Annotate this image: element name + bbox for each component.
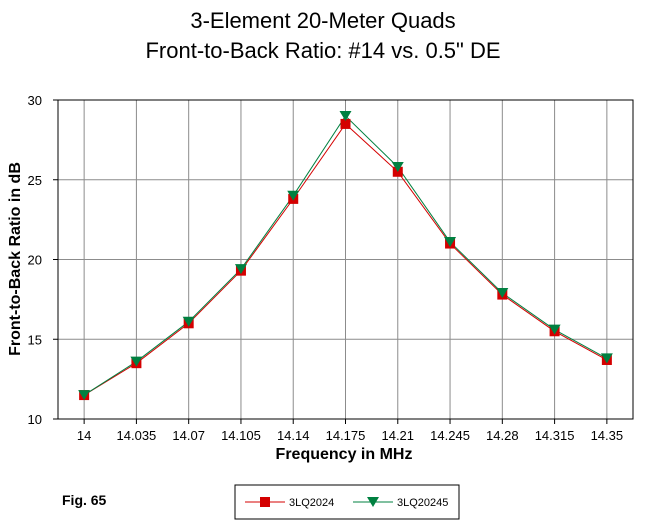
data-point-series-2: [234, 264, 247, 275]
y-tick-label: 30: [28, 93, 42, 108]
x-tick-label: 14.105: [221, 428, 261, 443]
y-tick-label: 25: [28, 173, 42, 188]
chart-title: 3-Element 20-Meter Quads: [190, 8, 455, 33]
legend-marker-2: [367, 497, 379, 507]
y-tick-label: 10: [28, 412, 42, 427]
legend-marker-1: [260, 497, 270, 507]
data-point-series-2: [548, 324, 561, 335]
x-tick-label: 14.14: [277, 428, 310, 443]
y-tick-label: 15: [28, 332, 42, 347]
x-tick-label: 14.28: [486, 428, 519, 443]
legend: 3LQ2024 3LQ20245: [234, 484, 460, 520]
x-tick-label: 14.07: [172, 428, 205, 443]
data-point-series-2: [600, 353, 613, 364]
plot-area: 10 15 20 25 30 14 14.035 14.07 14.105 14.14 14.175…: [28, 93, 634, 443]
data-point-series-2: [78, 390, 91, 401]
legend-label-1: 3LQ2024: [289, 497, 334, 509]
y-axis-label: Front-to-Back Ratio in dB: [7, 162, 24, 356]
data-point-series-2: [339, 110, 352, 121]
x-tick-label: 14.21: [381, 428, 414, 443]
y-tick-label: 20: [28, 253, 42, 268]
data-point-series-1: [340, 118, 351, 129]
x-tick-label: 14.35: [591, 428, 624, 443]
legend-label-2: 3LQ20245: [397, 497, 448, 509]
x-tick-label: 14: [77, 428, 91, 443]
chart-subtitle: Front-to-Back Ratio: #14 vs. 0.5" DE: [145, 38, 500, 63]
x-tick-label: 14.175: [326, 428, 366, 443]
data-point-series-2: [130, 356, 143, 367]
x-tick-label: 14.315: [535, 428, 575, 443]
x-tick-label: 14.245: [430, 428, 470, 443]
data-point-series-2: [496, 287, 509, 298]
x-tick-label: 14.035: [117, 428, 157, 443]
x-axis-label: Frequency in MHz: [276, 446, 413, 463]
data-point-series-2: [444, 236, 457, 247]
data-point-series-2: [287, 190, 300, 201]
data-point-series-2: [182, 316, 195, 327]
figure-label: Fig. 65: [62, 492, 107, 508]
data-point-series-2: [391, 161, 404, 172]
